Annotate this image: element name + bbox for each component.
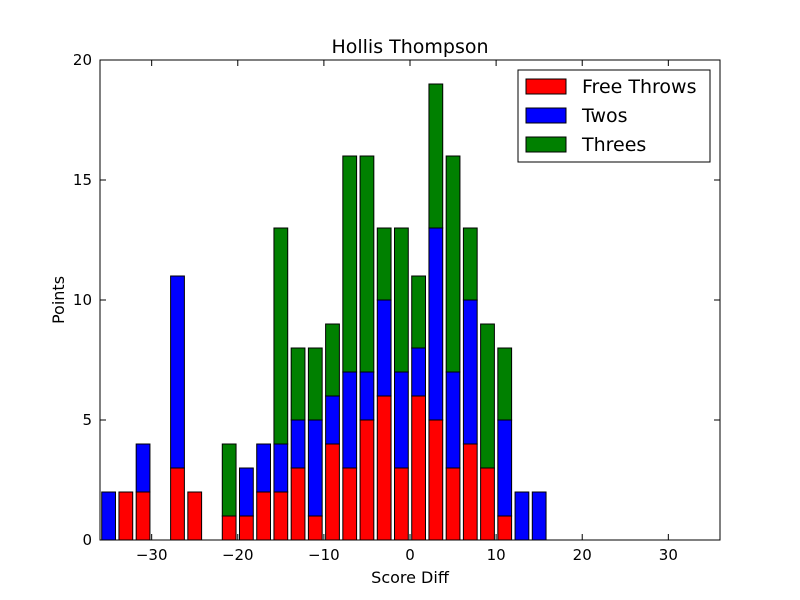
- bar-twos: [307, 419, 323, 517]
- bar-free-throws: [256, 491, 272, 541]
- legend-swatch: [525, 136, 567, 153]
- legend-label: Threes: [581, 134, 646, 156]
- chart-title: Hollis Thompson: [331, 36, 488, 58]
- bar-free-throws: [428, 419, 444, 541]
- bar-threes: [480, 323, 495, 469]
- legend-swatch: [525, 107, 567, 124]
- bar-twos: [325, 395, 340, 445]
- x-axis-label: Score Diff: [371, 568, 450, 587]
- y-tick-label: 5: [82, 411, 92, 429]
- bar-free-throws: [239, 515, 254, 541]
- bar-threes: [307, 347, 323, 421]
- x-tick-label: 30: [659, 546, 678, 564]
- legend-label: Free Throws: [582, 76, 696, 98]
- x-tick-label: −20: [222, 546, 254, 564]
- bar-free-throws: [359, 419, 375, 541]
- bar-free-throws: [342, 467, 358, 541]
- bar-free-throws: [118, 491, 134, 541]
- bar-twos: [359, 371, 375, 421]
- bar-free-throws: [462, 443, 478, 541]
- bar-free-throws: [221, 515, 237, 541]
- bar-twos: [394, 371, 409, 469]
- x-tick-label: 20: [573, 546, 592, 564]
- bar-threes: [428, 83, 444, 229]
- bar-threes: [342, 155, 358, 373]
- bar-free-throws: [290, 467, 306, 541]
- bar-threes: [376, 227, 392, 301]
- legend: Free Throws Twos Threes: [517, 69, 711, 163]
- bar-twos: [514, 491, 530, 541]
- bar-threes: [462, 227, 478, 301]
- bar-threes: [325, 323, 340, 397]
- bar-threes: [273, 227, 289, 445]
- x-tick-label: 0: [405, 546, 415, 564]
- bar-threes: [411, 275, 427, 349]
- bar-twos: [290, 419, 306, 469]
- y-tick-label: 20: [73, 51, 92, 69]
- bar-twos: [411, 347, 427, 397]
- bar-free-throws: [325, 443, 340, 541]
- y-axis-label: Points: [49, 276, 68, 324]
- x-tick-label: −30: [136, 546, 168, 564]
- bar-free-throws: [135, 491, 151, 541]
- y-tick-label: 0: [82, 531, 92, 549]
- bar-free-throws: [497, 515, 513, 541]
- bar-threes: [394, 227, 409, 373]
- bar-twos: [135, 443, 151, 493]
- bar-twos: [445, 371, 461, 469]
- bar-free-throws: [187, 491, 203, 541]
- bar-twos: [273, 443, 289, 493]
- bar-twos: [531, 491, 547, 541]
- bar-threes: [221, 443, 237, 517]
- x-tick-label: −10: [308, 546, 340, 564]
- bar-free-throws: [445, 467, 461, 541]
- x-tick-label: 10: [487, 546, 506, 564]
- bar-free-throws: [480, 467, 495, 541]
- bar-twos: [462, 299, 478, 445]
- bars-group: [101, 83, 547, 541]
- bar-free-throws: [170, 467, 185, 541]
- bar-free-throws: [307, 515, 323, 541]
- bar-twos: [497, 419, 513, 517]
- y-tick-label: 10: [73, 291, 92, 309]
- bar-twos: [170, 275, 185, 469]
- bar-twos: [376, 299, 392, 397]
- bar-threes: [445, 155, 461, 373]
- bar-free-throws: [411, 395, 427, 541]
- bar-free-throws: [394, 467, 409, 541]
- bar-twos: [428, 227, 444, 421]
- legend-label: Twos: [581, 105, 628, 127]
- bar-twos: [342, 371, 358, 469]
- y-tick-label: 15: [73, 171, 92, 189]
- bar-free-throws: [376, 395, 392, 541]
- bar-free-throws: [273, 491, 289, 541]
- bar-twos: [256, 443, 272, 493]
- bar-twos: [101, 491, 116, 541]
- bar-twos: [239, 467, 254, 517]
- bar-threes: [290, 347, 306, 421]
- legend-swatch: [525, 78, 567, 95]
- ticks-group: −30 −20 −10 0 10 20 30 0 5 10 15 20: [73, 51, 720, 564]
- bar-threes: [359, 155, 375, 373]
- bar-threes: [497, 347, 513, 421]
